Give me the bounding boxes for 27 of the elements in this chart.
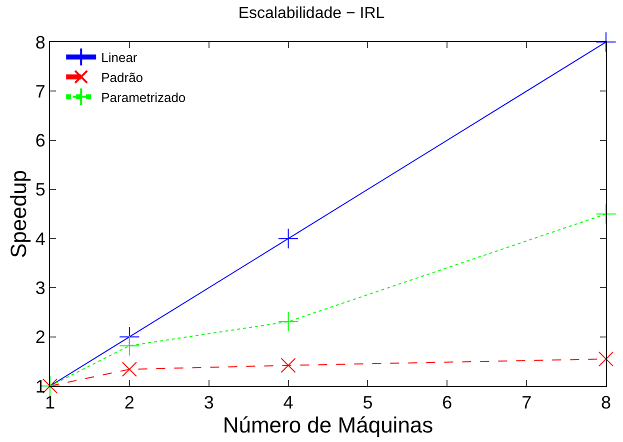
x-tick-label: 4 xyxy=(283,392,294,413)
x-tick-label: 2 xyxy=(124,392,134,413)
y-tick-label: 2 xyxy=(35,327,46,348)
y-tick-label: 7 xyxy=(35,81,46,102)
point xyxy=(119,335,140,356)
y-tick-label: 5 xyxy=(35,180,46,200)
legend-label: Parametrizado xyxy=(101,90,186,105)
point xyxy=(598,351,614,366)
x-tick-label: 3 xyxy=(204,392,214,413)
point xyxy=(278,311,299,332)
y-tick-label: 4 xyxy=(35,228,46,249)
x-axis-title: Número de Máquinas xyxy=(222,412,434,438)
point xyxy=(278,228,299,249)
point xyxy=(280,358,296,373)
y-tick-label: 3 xyxy=(35,278,46,298)
x-tick-label: 8 xyxy=(600,392,612,413)
x-tick-label: 5 xyxy=(362,392,373,413)
y-axis-title: Speedup xyxy=(6,170,32,258)
legend-label: Linear xyxy=(101,50,138,66)
y-tick-label: 8 xyxy=(35,32,46,52)
point xyxy=(122,362,137,377)
legend-label: Padrão xyxy=(101,70,144,85)
y-tick-label: 6 xyxy=(35,130,46,151)
x-tick-label: 6 xyxy=(442,392,452,413)
x-tick-label: 7 xyxy=(522,392,532,413)
chart-title: Escalabilidade − IRL xyxy=(238,4,385,22)
y-tick-label: 1 xyxy=(35,376,46,396)
